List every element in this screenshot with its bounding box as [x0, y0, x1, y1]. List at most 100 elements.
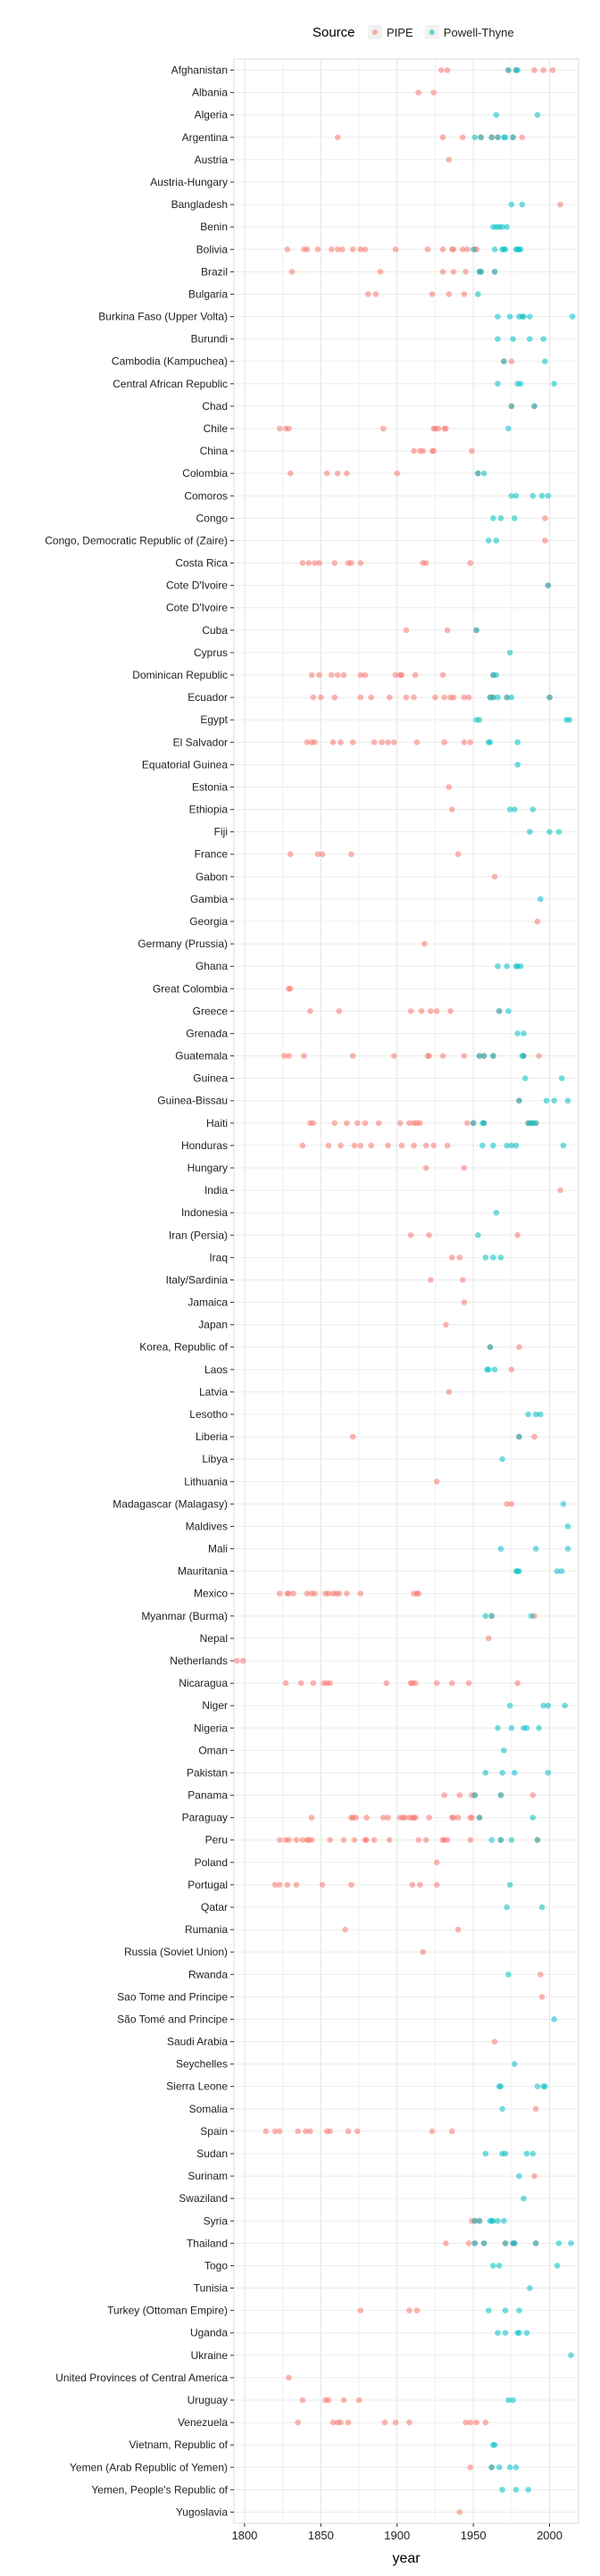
- y-tick-label: Mexico: [194, 1588, 228, 1600]
- y-tick-label: Maldives: [186, 1520, 228, 1532]
- data-point: [362, 671, 369, 679]
- data-point: [479, 1142, 486, 1149]
- data-point: [301, 1053, 307, 1059]
- data-point: [465, 694, 472, 701]
- y-tick-label: India: [204, 1184, 228, 1196]
- data-point: [385, 1142, 391, 1149]
- data-point: [441, 738, 447, 746]
- data-point: [396, 1120, 404, 1127]
- data-point: [354, 1120, 361, 1127]
- data-point: [327, 1837, 333, 1844]
- data-point: [438, 67, 445, 73]
- data-point: [411, 1142, 417, 1149]
- data-point: [538, 896, 544, 903]
- data-point: [327, 1680, 333, 1687]
- data-point: [528, 1613, 535, 1620]
- y-tick-label: Germany (Prussia): [138, 938, 228, 950]
- data-point: [512, 2463, 520, 2471]
- data-point: [566, 716, 573, 723]
- data-point: [348, 560, 354, 566]
- data-point: [557, 201, 563, 208]
- data-point: [344, 1120, 350, 1127]
- data-point: [403, 627, 410, 634]
- data-point: [525, 1411, 531, 1418]
- data-point: [467, 560, 474, 566]
- data-point: [441, 694, 447, 701]
- data-point: [511, 2240, 518, 2247]
- data-point: [508, 1142, 515, 1149]
- y-tick-label: São Tomé and Principe: [117, 2013, 228, 2025]
- y-tick-label: Spain: [200, 2125, 228, 2138]
- data-point: [491, 1366, 498, 1373]
- data-point: [512, 492, 520, 499]
- y-tick-label: Iran (Persia): [169, 1229, 228, 1241]
- data-point: [478, 134, 484, 141]
- y-tick-label: China: [200, 445, 229, 457]
- data-point: [349, 1433, 356, 1440]
- y-tick-label: Rumania: [185, 1923, 228, 1936]
- data-point: [480, 1053, 488, 1059]
- data-point: [439, 1053, 446, 1059]
- data-point: [316, 671, 322, 679]
- y-tick-label: Jamaica: [188, 1296, 228, 1309]
- y-tick-label: Sao Tome and Principe: [117, 1990, 228, 2003]
- data-point: [239, 1657, 246, 1664]
- data-point: [363, 1814, 370, 1821]
- data-point: [564, 1523, 571, 1530]
- data-point: [234, 1657, 240, 1664]
- data-point: [525, 2487, 531, 2493]
- data-point: [501, 358, 507, 365]
- data-point: [276, 2128, 283, 2135]
- data-point: [316, 560, 322, 566]
- data-point: [368, 694, 375, 701]
- data-point: [357, 671, 364, 679]
- y-tick-label: Bolivia: [196, 243, 229, 255]
- data-point: [542, 515, 548, 521]
- data-point: [286, 2374, 292, 2381]
- data-point: [308, 671, 315, 679]
- y-tick-label: Albania: [192, 87, 228, 99]
- y-tick-label: Cote D'Ivoire: [166, 579, 228, 592]
- data-point: [474, 1231, 481, 1238]
- y-tick-label: Cyprus: [194, 646, 228, 659]
- y-tick-label: Uruguay: [188, 2394, 228, 2406]
- data-point: [546, 694, 553, 701]
- data-point: [319, 851, 326, 858]
- y-tick-label: Venezuela: [178, 2416, 228, 2429]
- data-point: [491, 873, 498, 880]
- data-point: [473, 627, 479, 634]
- data-point: [516, 2330, 522, 2337]
- y-tick-label: Italy/Sardinia: [166, 1273, 229, 1286]
- data-point: [516, 1433, 522, 1440]
- data-point: [495, 1724, 501, 1731]
- data-point: [327, 2128, 333, 2135]
- y-tick-label: Fiji: [214, 826, 228, 838]
- data-point: [286, 1053, 292, 1059]
- data-point: [482, 2150, 489, 2157]
- data-point: [508, 1501, 515, 1507]
- data-point: [432, 694, 438, 701]
- y-tick-label: Equatorial Guinea: [142, 758, 228, 771]
- data-point: [329, 246, 335, 253]
- data-point: [362, 246, 369, 253]
- y-tick-label: Niger: [202, 1699, 228, 1712]
- data-point: [262, 2128, 270, 2135]
- data-point: [307, 2128, 313, 2135]
- data-point: [523, 1724, 530, 1731]
- data-point: [422, 1142, 429, 1149]
- data-point: [510, 336, 516, 342]
- data-point: [482, 1255, 489, 1261]
- data-point: [469, 1814, 475, 1821]
- y-tick-label: Yemen (Arab Republic of Yemen): [70, 2461, 228, 2473]
- data-point: [510, 2397, 516, 2404]
- y-tick-label: Saudi Arabia: [167, 2036, 228, 2048]
- data-point: [496, 2263, 503, 2269]
- data-point: [325, 1142, 332, 1149]
- data-point: [499, 1455, 505, 1463]
- data-point: [282, 1680, 289, 1687]
- data-point: [329, 671, 335, 679]
- data-point: [521, 1030, 527, 1037]
- data-point: [380, 425, 387, 432]
- data-point: [532, 2105, 539, 2113]
- data-point: [538, 1904, 546, 1911]
